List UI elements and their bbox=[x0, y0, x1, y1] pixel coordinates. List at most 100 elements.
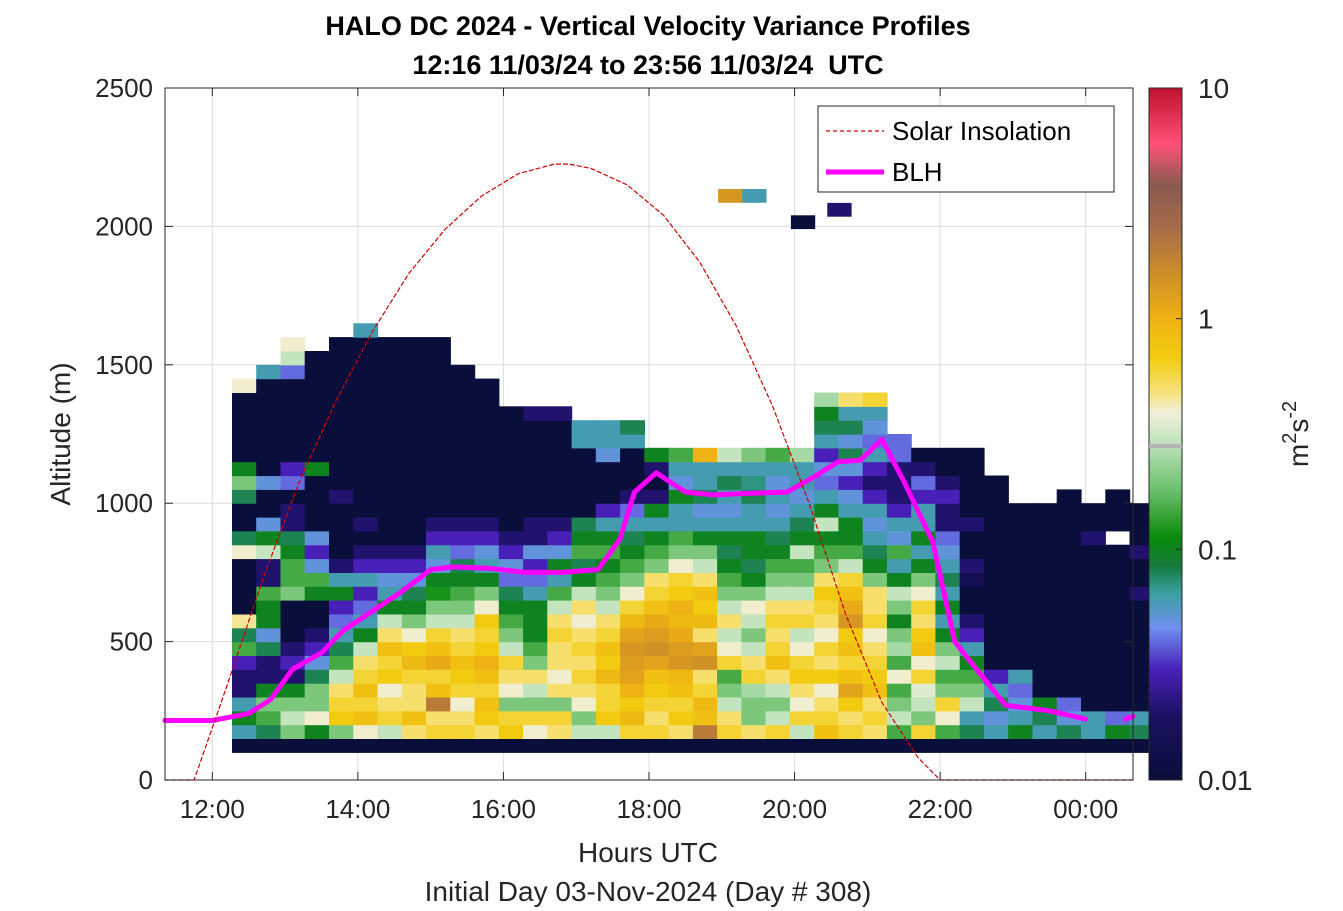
heatmap-cell bbox=[377, 461, 403, 477]
heatmap-cell bbox=[523, 683, 548, 698]
heatmap-cell bbox=[304, 669, 330, 684]
heatmap-cell bbox=[862, 461, 888, 477]
heatmap-cell bbox=[644, 683, 670, 698]
heatmap-cell bbox=[814, 572, 840, 587]
heatmap-cell bbox=[814, 558, 840, 573]
colorbar-label-unit-m: m bbox=[1283, 444, 1314, 467]
heatmap-cell bbox=[377, 572, 403, 587]
heatmap-cell bbox=[571, 697, 597, 712]
heatmap-cell bbox=[959, 600, 985, 615]
heatmap-cell bbox=[571, 655, 597, 670]
heatmap-cell bbox=[498, 710, 524, 726]
heatmap-cell bbox=[1129, 738, 1155, 753]
heatmap-cell bbox=[911, 683, 937, 698]
heatmap-cell bbox=[571, 724, 597, 739]
heatmap-cell bbox=[377, 392, 403, 407]
heatmap-cell bbox=[280, 627, 306, 643]
heatmap-cell bbox=[474, 447, 500, 463]
heatmap-cell bbox=[304, 600, 330, 615]
heatmap-cell bbox=[571, 517, 597, 532]
heatmap-cell bbox=[886, 503, 912, 518]
heatmap-cell bbox=[571, 544, 597, 560]
heatmap-cell bbox=[401, 697, 427, 712]
heatmap-cell bbox=[401, 364, 427, 380]
heatmap-cell bbox=[595, 655, 621, 670]
heatmap-cell bbox=[329, 517, 354, 532]
heatmap-cell bbox=[911, 600, 937, 615]
heatmap-cell bbox=[862, 613, 888, 629]
heatmap-cell bbox=[547, 503, 573, 518]
heatmap-cell bbox=[717, 627, 742, 643]
heatmap-cell bbox=[280, 351, 306, 366]
heatmap-cell bbox=[232, 503, 257, 518]
heatmap-cell bbox=[353, 461, 379, 477]
heatmap-cell bbox=[1032, 530, 1058, 546]
heatmap-cell bbox=[984, 489, 1009, 504]
heatmap-cell bbox=[329, 489, 354, 504]
heatmap-cell bbox=[692, 586, 718, 601]
heatmap-cell bbox=[959, 627, 985, 643]
heatmap-cell bbox=[595, 489, 621, 504]
heatmap-cell bbox=[450, 724, 476, 739]
heatmap-cell bbox=[1056, 655, 1082, 670]
heatmap-cell bbox=[1056, 572, 1082, 587]
heatmap-cell bbox=[401, 503, 427, 518]
heatmap bbox=[232, 189, 1155, 753]
colorbar-label-exp-neg2: -2 bbox=[1279, 401, 1301, 419]
heatmap-cell bbox=[474, 392, 500, 407]
heatmap-cell bbox=[959, 447, 985, 463]
heatmap-cell bbox=[838, 572, 864, 587]
heatmap-cell bbox=[426, 517, 451, 532]
heatmap-cell bbox=[523, 406, 548, 421]
heatmap-cell bbox=[959, 710, 985, 726]
heatmap-cell bbox=[620, 641, 645, 656]
heatmap-cell bbox=[911, 544, 937, 560]
heatmap-cell bbox=[329, 530, 354, 546]
heatmap-cell bbox=[571, 600, 597, 615]
heatmap-cell bbox=[838, 558, 864, 573]
heatmap-cell bbox=[450, 517, 476, 532]
heatmap-cell bbox=[620, 683, 645, 698]
heatmap-cell bbox=[886, 738, 912, 753]
heatmap-cell bbox=[765, 475, 791, 490]
heatmap-cell bbox=[474, 420, 500, 435]
heatmap-cell bbox=[280, 738, 306, 753]
heatmap-cell bbox=[280, 600, 306, 615]
heatmap-cell bbox=[1105, 669, 1131, 684]
heatmap-cell bbox=[280, 406, 306, 421]
heatmap-cell bbox=[717, 447, 742, 463]
heatmap-cell bbox=[426, 586, 451, 601]
heatmap-cell bbox=[692, 530, 718, 546]
heatmap-cell bbox=[765, 738, 791, 753]
heatmap-cell bbox=[1129, 627, 1155, 643]
heatmap-cell bbox=[1032, 613, 1058, 629]
heatmap-cell bbox=[1105, 489, 1131, 504]
heatmap-cell bbox=[789, 530, 815, 546]
heatmap-cell bbox=[523, 489, 548, 504]
heatmap-cell bbox=[377, 558, 403, 573]
heatmap-cell bbox=[1129, 572, 1155, 587]
heatmap-cell bbox=[862, 600, 888, 615]
heatmap-cell bbox=[498, 461, 524, 477]
heatmap-cell bbox=[935, 669, 961, 684]
heatmap-cell bbox=[329, 669, 354, 684]
y-tick-label: 2000 bbox=[95, 211, 153, 241]
heatmap-cell bbox=[426, 600, 451, 615]
heatmap-cell bbox=[814, 489, 840, 504]
heatmap-cell bbox=[935, 544, 961, 560]
heatmap-cell bbox=[571, 641, 597, 656]
heatmap-cell bbox=[620, 738, 645, 753]
line-series bbox=[162, 163, 1136, 781]
heatmap-cell bbox=[498, 613, 524, 629]
heatmap-cell bbox=[523, 641, 548, 656]
heatmap-cell bbox=[474, 517, 500, 532]
heatmap-cell bbox=[886, 724, 912, 739]
heatmap-cell bbox=[547, 669, 573, 684]
heatmap-cell bbox=[1032, 710, 1058, 726]
heatmap-cell bbox=[959, 530, 985, 546]
heatmap-cell bbox=[717, 710, 742, 726]
heatmap-cell bbox=[959, 503, 985, 518]
plot-area: 12:00 14:00 16:00 18:00 20:00 22:00 00:00 0 500… bbox=[95, 73, 1155, 824]
heatmap-cell bbox=[547, 572, 573, 587]
heatmap-cell bbox=[765, 461, 791, 477]
